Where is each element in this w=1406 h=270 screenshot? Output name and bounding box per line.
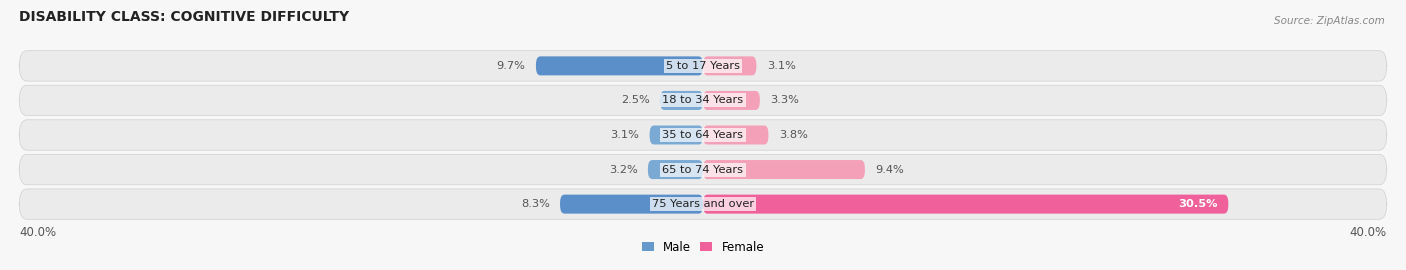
Text: DISABILITY CLASS: COGNITIVE DIFFICULTY: DISABILITY CLASS: COGNITIVE DIFFICULTY: [20, 10, 349, 24]
Text: 3.1%: 3.1%: [766, 61, 796, 71]
FancyBboxPatch shape: [560, 195, 703, 214]
Text: 9.4%: 9.4%: [875, 164, 904, 175]
Text: 3.3%: 3.3%: [770, 95, 799, 106]
Text: 35 to 64 Years: 35 to 64 Years: [662, 130, 744, 140]
FancyBboxPatch shape: [703, 126, 769, 144]
Text: 9.7%: 9.7%: [496, 61, 526, 71]
Text: 3.2%: 3.2%: [609, 164, 637, 175]
FancyBboxPatch shape: [659, 91, 703, 110]
Legend: Male, Female: Male, Female: [641, 241, 765, 254]
FancyBboxPatch shape: [648, 160, 703, 179]
FancyBboxPatch shape: [536, 56, 703, 75]
FancyBboxPatch shape: [650, 126, 703, 144]
Text: 30.5%: 30.5%: [1178, 199, 1218, 209]
Text: Source: ZipAtlas.com: Source: ZipAtlas.com: [1274, 16, 1385, 26]
Text: 8.3%: 8.3%: [520, 199, 550, 209]
FancyBboxPatch shape: [20, 189, 1386, 219]
Text: 40.0%: 40.0%: [1350, 225, 1386, 239]
FancyBboxPatch shape: [703, 91, 759, 110]
Text: 2.5%: 2.5%: [621, 95, 650, 106]
Text: 65 to 74 Years: 65 to 74 Years: [662, 164, 744, 175]
Text: 3.8%: 3.8%: [779, 130, 807, 140]
FancyBboxPatch shape: [703, 195, 1229, 214]
FancyBboxPatch shape: [703, 56, 756, 75]
FancyBboxPatch shape: [20, 85, 1386, 116]
Text: 40.0%: 40.0%: [20, 225, 56, 239]
FancyBboxPatch shape: [703, 160, 865, 179]
Text: 18 to 34 Years: 18 to 34 Years: [662, 95, 744, 106]
FancyBboxPatch shape: [20, 120, 1386, 150]
FancyBboxPatch shape: [20, 154, 1386, 185]
FancyBboxPatch shape: [20, 51, 1386, 81]
Text: 5 to 17 Years: 5 to 17 Years: [666, 61, 740, 71]
Text: 75 Years and over: 75 Years and over: [652, 199, 754, 209]
Text: 3.1%: 3.1%: [610, 130, 640, 140]
